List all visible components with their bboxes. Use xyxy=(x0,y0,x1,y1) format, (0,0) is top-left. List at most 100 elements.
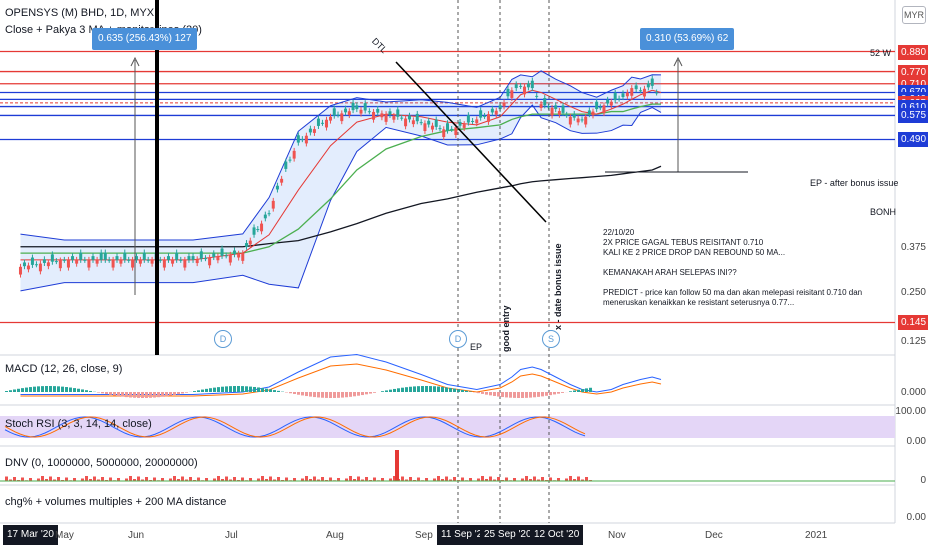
measure-arrow-1 xyxy=(130,56,140,67)
macd-hist-bar xyxy=(213,387,216,392)
dnv-bar xyxy=(549,477,552,481)
macd-hist-bar xyxy=(465,390,468,392)
macd-hist-bar xyxy=(501,392,504,398)
dnv-bar xyxy=(525,476,528,481)
candle-body xyxy=(595,101,599,110)
candle-body xyxy=(519,85,523,87)
dnv-bar xyxy=(189,477,192,481)
dnv-bar xyxy=(109,477,112,481)
candle-body xyxy=(336,114,340,116)
macd-hist-bar xyxy=(573,390,576,392)
macd-hist-bar xyxy=(525,392,528,398)
macd-hist-bar xyxy=(53,386,56,392)
dnv-bar xyxy=(173,476,176,481)
candle-body xyxy=(479,110,483,118)
macd-hist-bar xyxy=(429,386,432,392)
macd-hist-bar xyxy=(149,392,152,398)
dnv-bar xyxy=(41,476,44,481)
dnv-bar xyxy=(453,477,456,481)
macd-hist-bar xyxy=(433,386,436,392)
candle-body xyxy=(22,262,26,267)
candle-body xyxy=(384,114,388,122)
macd-hist-bar xyxy=(177,392,180,395)
candle-body xyxy=(175,252,179,260)
candle-body xyxy=(87,259,91,268)
macd-hist-bar xyxy=(545,392,548,396)
candle-body xyxy=(446,123,449,131)
candle-body xyxy=(591,111,595,116)
macd-hist-bar xyxy=(301,392,304,396)
candle-body xyxy=(494,110,498,115)
macd-hist-bar xyxy=(85,390,88,392)
macd-hist-bar xyxy=(489,392,492,396)
macd-hist-bar xyxy=(237,386,240,392)
currency-badge[interactable]: MYR xyxy=(902,6,926,24)
macd-hist-bar xyxy=(121,392,124,397)
candle-body xyxy=(304,135,308,144)
candle-body xyxy=(609,101,613,106)
macd-hist-bar xyxy=(421,386,424,392)
dividend-marker-1[interactable]: D xyxy=(214,330,232,348)
candle-body xyxy=(131,259,135,268)
candle-body xyxy=(486,114,490,122)
macd-hist-bar xyxy=(273,390,276,392)
macd-hist-bar xyxy=(305,392,308,397)
dnv-bar xyxy=(477,478,480,481)
dnv-bar xyxy=(269,476,272,481)
macd-hist-bar xyxy=(69,387,72,392)
macd-hist-bar xyxy=(225,386,228,392)
dnv-bar xyxy=(49,476,52,481)
measure-arrow-2 xyxy=(673,56,683,67)
macd-hist-bar xyxy=(169,392,172,396)
dnv-bar xyxy=(101,477,104,481)
macd-hist-bar xyxy=(45,386,48,392)
label-good-entry: good entry xyxy=(501,305,511,353)
candle-body xyxy=(150,259,154,264)
macd-hist-bar xyxy=(425,386,428,392)
macd-hist-bar xyxy=(9,390,12,392)
split-marker[interactable]: S xyxy=(542,330,560,348)
candle-body xyxy=(208,257,212,266)
candle-body xyxy=(514,84,518,89)
dnv-bar xyxy=(437,476,440,481)
candle-body xyxy=(557,110,561,115)
macd-hist-bar xyxy=(369,392,372,394)
macd-hist-bar xyxy=(405,387,408,392)
candle-body xyxy=(340,113,344,122)
candle-body xyxy=(42,259,46,263)
dnv-bar xyxy=(85,476,88,481)
dividend-marker-2[interactable]: D xyxy=(449,330,467,348)
candle-body xyxy=(187,256,191,260)
candle-body xyxy=(650,78,654,86)
macd-hist-bar xyxy=(141,392,144,398)
macd-hist-bar xyxy=(517,392,520,398)
macd-hist-bar xyxy=(385,390,388,392)
candle-body xyxy=(245,243,249,247)
price-tag-0: 0.880 xyxy=(898,44,928,60)
candle-body xyxy=(332,108,336,116)
candle-body xyxy=(475,119,479,124)
candle-body xyxy=(171,259,175,264)
macd-hist-bar xyxy=(133,392,136,398)
candle-body xyxy=(483,115,487,117)
macd-hist-bar xyxy=(497,392,500,397)
macd-hist-bar xyxy=(197,390,200,392)
macd-hist-bar xyxy=(61,386,64,392)
dnv-bar xyxy=(489,476,492,481)
macd-hist-bar xyxy=(361,392,364,396)
candle-body xyxy=(396,109,400,117)
dnv-bar xyxy=(349,476,352,481)
dnv-bar xyxy=(217,476,220,481)
candle-body xyxy=(99,252,103,260)
candle-body xyxy=(320,122,324,124)
dnv-bar xyxy=(373,477,376,481)
dnv-bar xyxy=(57,477,60,481)
candle-body xyxy=(95,259,99,264)
dnv-bar xyxy=(577,476,580,481)
macd-hist-bar xyxy=(493,392,496,396)
candle-body xyxy=(195,259,199,264)
dnv-bar xyxy=(469,478,472,481)
dnv-bar xyxy=(345,478,348,481)
dnv-bar xyxy=(21,477,24,481)
